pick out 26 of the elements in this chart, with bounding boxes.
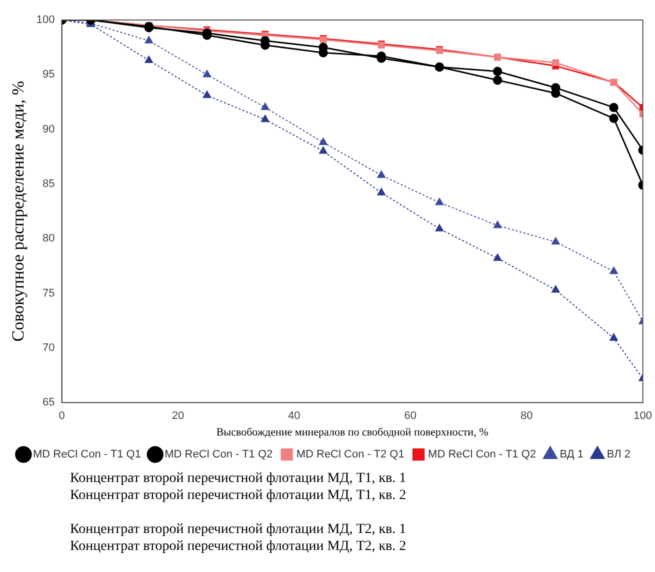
legend-label: ВЛ 2	[606, 448, 631, 461]
y-tick-label: 95	[42, 68, 55, 81]
legend-label: MD ReCl Con - T1 Q2	[428, 448, 536, 461]
y-tick-label: 80	[42, 232, 55, 245]
y-tick-label: 85	[42, 178, 55, 190]
y-tick-label: 70	[42, 342, 55, 354]
text: Концентрат второй перечистной флотации МД, Т2, кв. 1	[70, 521, 408, 538]
y-axis-title: Совокупное распределение меди, %	[8, 80, 28, 342]
text: Концентрат второй перечистной флотации МД, Т1, кв. 2	[70, 487, 408, 504]
y-tick-label: 90	[42, 123, 55, 136]
y-tick-label: 65	[42, 396, 55, 409]
x-tick-label: 0	[58, 410, 65, 422]
x-axis-title: Высвобождение минералов по свободной поверхности, %	[216, 426, 488, 438]
legend-label: MD ReCl Con - T2 Q1	[296, 448, 404, 461]
legend-label: ВД 1	[560, 448, 584, 461]
x-tick-label: 40	[288, 410, 300, 422]
text: Концентрат второй перечистной флотации МД, Т1, кв. 1	[70, 470, 408, 487]
x-tick-label: 80	[520, 410, 533, 422]
x-tick-label: 20	[172, 410, 184, 422]
legend-label: MD ReCl Con - T1 Q1	[32, 448, 141, 461]
y-tick-label: 75	[42, 287, 55, 300]
y-tick-label: 100	[36, 14, 55, 26]
text: Концентрат второй перечистной флотации МД, Т2, кв. 2	[70, 538, 408, 555]
legend-label: MD ReCl Con - T1 Q2	[164, 448, 273, 461]
x-tick-label: 60	[404, 410, 417, 422]
x-tick-label: 100	[634, 410, 652, 422]
